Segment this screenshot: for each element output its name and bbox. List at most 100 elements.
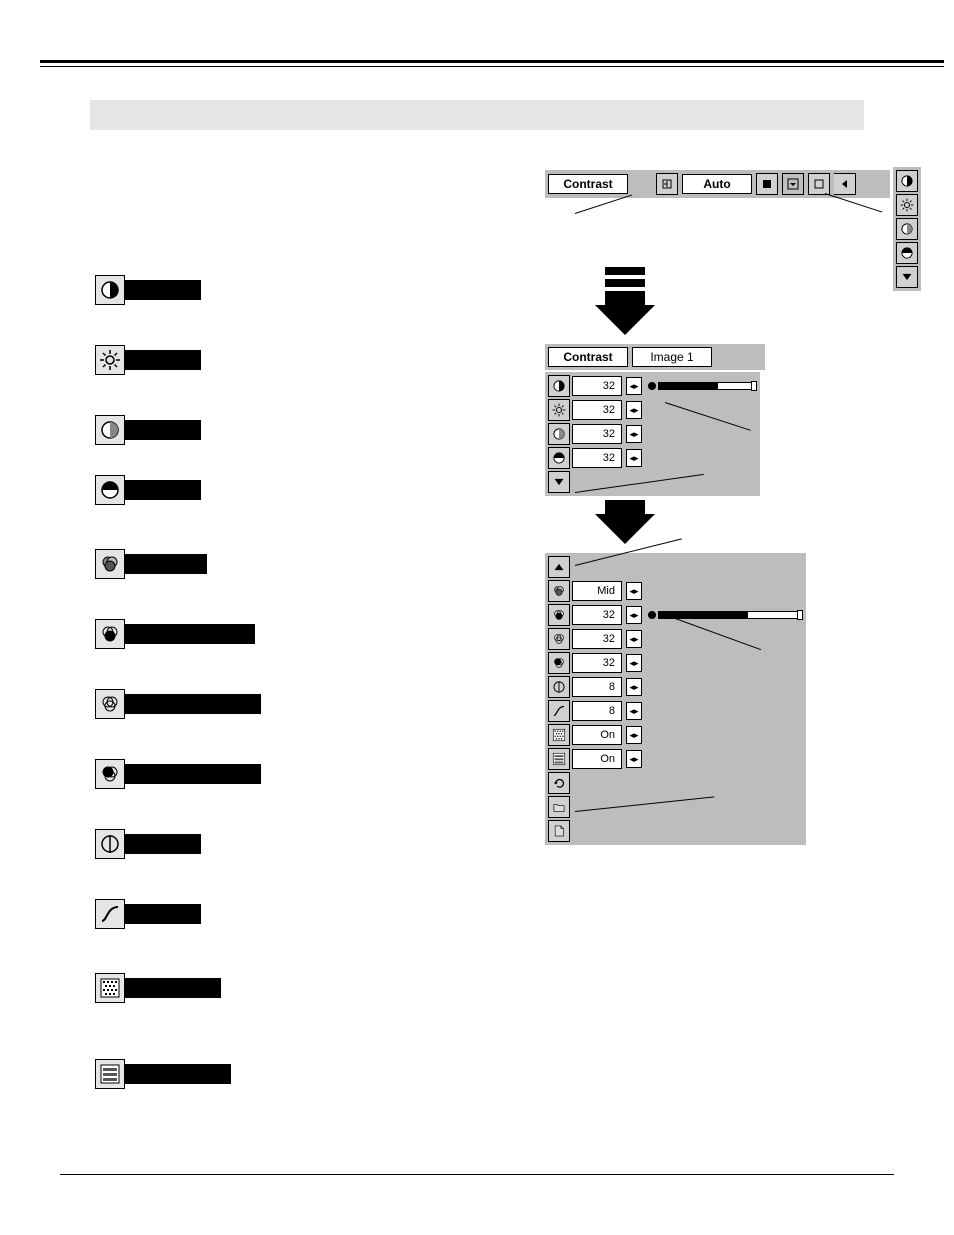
s-curve-icon[interactable]	[548, 700, 570, 722]
left-item-label-strip	[125, 834, 201, 854]
left-item	[95, 275, 415, 305]
left-item-label-strip	[125, 764, 261, 784]
header-grey-band	[90, 100, 864, 130]
folder-icon[interactable]	[548, 796, 570, 818]
rgb-outline-icon	[95, 619, 125, 649]
left-item-label-strip	[125, 480, 201, 500]
left-item	[95, 829, 415, 859]
bottom-rule	[60, 1174, 894, 1175]
undo-icon[interactable]	[548, 772, 570, 794]
value-field[interactable]: 32	[572, 605, 622, 625]
nudge-icon[interactable]: ◂▸	[626, 750, 642, 768]
panel-3-row: On◂▸	[548, 748, 803, 770]
play-right-icon[interactable]	[834, 173, 856, 195]
left-item	[95, 1059, 415, 1089]
stop-square-icon[interactable]	[756, 173, 778, 195]
top-rule-thin	[40, 66, 944, 67]
nudge-icon[interactable]: ◂▸	[626, 401, 642, 419]
value-field[interactable]: On	[572, 749, 622, 769]
top-rule-thick	[40, 60, 944, 63]
panel-2-title: Contrast	[548, 347, 628, 367]
panel-2-row: 32◂▸	[548, 423, 757, 445]
left-icon-list	[95, 275, 415, 1089]
left-item-label-strip	[125, 350, 201, 370]
contrast-icon	[95, 275, 125, 305]
panel-2-rows: 32◂▸32◂▸32◂▸32◂▸	[545, 372, 760, 496]
nudge-icon[interactable]: ◂▸	[626, 377, 642, 395]
value-field[interactable]: 32	[572, 629, 622, 649]
rgb-filled-icon[interactable]	[548, 652, 570, 674]
triangle-down-icon[interactable]	[896, 266, 918, 288]
left-item-label-strip	[125, 554, 207, 574]
page: Contrast Auto	[0, 0, 954, 1235]
left-item	[95, 475, 415, 505]
panel-1-toolbar: Contrast Auto	[545, 170, 890, 198]
brightness-icon[interactable]	[548, 399, 570, 421]
panel-1-title: Contrast	[548, 174, 628, 194]
left-item	[95, 549, 415, 579]
nudge-icon[interactable]: ◂▸	[626, 654, 642, 672]
nudge-icon[interactable]: ◂▸	[626, 425, 642, 443]
value-field[interactable]: 8	[572, 701, 622, 721]
value-field[interactable]: 32	[572, 424, 622, 444]
panel-1: Contrast Auto	[545, 165, 925, 291]
panel-3: Mid◂▸32◂▸32◂▸32◂▸8◂▸8◂▸On◂▸On◂▸	[545, 553, 925, 845]
value-field[interactable]: 32	[572, 400, 622, 420]
contrast-icon[interactable]	[548, 375, 570, 397]
half-solid-icon[interactable]	[896, 242, 918, 264]
phi-circle-icon[interactable]	[548, 676, 570, 698]
panel-2-header: Contrast Image 1	[545, 344, 765, 370]
bars-square-icon	[95, 1059, 125, 1089]
panel-3-row: 8◂▸	[548, 676, 803, 698]
brightness-icon	[95, 345, 125, 375]
bars-square-icon[interactable]	[548, 748, 570, 770]
half-shade-icon[interactable]	[896, 218, 918, 240]
dither-icon	[95, 973, 125, 1003]
value-field[interactable]: 32	[572, 653, 622, 673]
nudge-icon[interactable]: ◂▸	[626, 449, 642, 467]
left-item	[95, 345, 415, 375]
left-item-label-strip	[125, 694, 261, 714]
brightness-icon[interactable]	[896, 194, 918, 216]
empty-square-icon[interactable]	[808, 173, 830, 195]
down-in-square-icon[interactable]	[782, 173, 804, 195]
half-solid-icon[interactable]	[548, 447, 570, 469]
dither-icon[interactable]	[548, 724, 570, 746]
panel-2-row: 32◂▸	[548, 447, 757, 469]
panel-3-row: 32◂▸	[548, 628, 803, 650]
panel-1-auto[interactable]: Auto	[682, 174, 752, 194]
nudge-icon[interactable]: ◂▸	[626, 702, 642, 720]
half-shade-icon[interactable]	[548, 423, 570, 445]
value-field[interactable]: Mid	[572, 581, 622, 601]
triangle-down-icon[interactable]	[548, 471, 570, 493]
nudge-icon[interactable]: ◂▸	[626, 678, 642, 696]
panel-3-row: On◂▸	[548, 724, 803, 746]
back-square-icon[interactable]	[656, 173, 678, 195]
left-item	[95, 689, 415, 719]
panel-3-row: 32◂▸	[548, 652, 803, 674]
nudge-icon[interactable]: ◂▸	[626, 606, 642, 624]
value-field[interactable]: On	[572, 725, 622, 745]
rgb-triple-icon	[95, 689, 125, 719]
triangle-up-icon[interactable]	[548, 556, 570, 578]
nudge-icon[interactable]: ◂▸	[626, 726, 642, 744]
left-item	[95, 973, 415, 1003]
left-item-label-strip	[125, 624, 255, 644]
contrast-icon[interactable]	[896, 170, 918, 192]
rgb-filled-icon	[95, 759, 125, 789]
panel-2: Contrast Image 1 32◂▸32◂▸32◂▸32◂▸	[545, 344, 925, 496]
nudge-icon[interactable]: ◂▸	[626, 630, 642, 648]
value-field[interactable]: 8	[572, 677, 622, 697]
panel-2-image[interactable]: Image 1	[632, 347, 712, 367]
rgb-triple-icon[interactable]	[548, 628, 570, 650]
value-field[interactable]: 32	[572, 448, 622, 468]
rgb-outline-icon[interactable]	[548, 604, 570, 626]
slider[interactable]	[648, 609, 803, 621]
page-icon[interactable]	[548, 820, 570, 842]
panel-2-row: 32◂▸	[548, 399, 757, 421]
nudge-icon[interactable]: ◂▸	[626, 582, 642, 600]
value-field[interactable]: 32	[572, 376, 622, 396]
slider[interactable]	[648, 380, 757, 392]
left-item	[95, 619, 415, 649]
rgb-overlap-icon[interactable]	[548, 580, 570, 602]
